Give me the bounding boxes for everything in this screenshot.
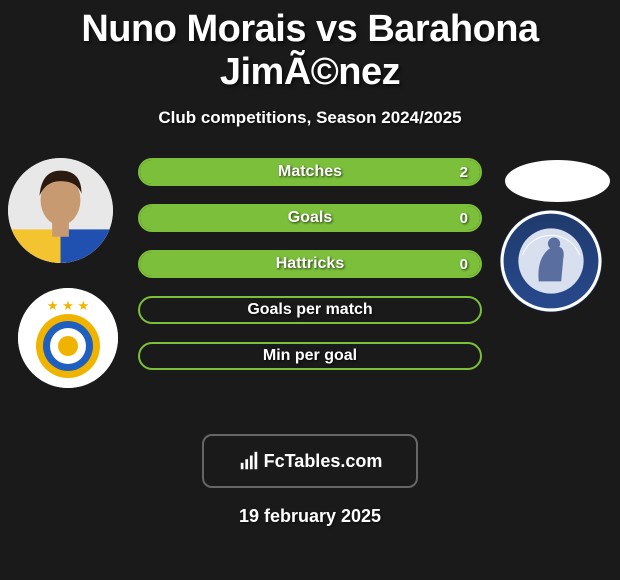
brand-box: FcTables.com <box>202 434 418 488</box>
player-left-portrait <box>8 158 113 263</box>
stat-row: Matches2 <box>138 158 482 186</box>
stat-label: Hattricks <box>140 252 480 276</box>
page-date: 19 february 2025 <box>0 506 620 527</box>
stat-label: Matches <box>140 160 480 184</box>
player-left-club-badge: ★ ★ ★ <box>18 288 118 388</box>
player-right-club-badge <box>500 210 602 312</box>
stat-row: Goals0 <box>138 204 482 232</box>
chart-icon <box>238 450 260 472</box>
apollon-badge-icon <box>500 210 602 312</box>
apoel-badge-icon: ★ ★ ★ <box>18 288 118 388</box>
page-title: Nuno Morais vs Barahona JimÃ©nez <box>0 0 620 94</box>
svg-text:★ ★ ★: ★ ★ ★ <box>47 298 89 313</box>
player-left-avatar <box>8 158 113 263</box>
stat-value-left: 0 <box>460 206 468 230</box>
stat-row: Goals per match <box>138 296 482 324</box>
stat-label: Min per goal <box>140 344 480 368</box>
stat-label: Goals <box>140 206 480 230</box>
player-right-avatar <box>505 160 610 202</box>
subtitle: Club competitions, Season 2024/2025 <box>0 108 620 128</box>
stat-label: Goals per match <box>140 298 480 322</box>
stat-value-left: 2 <box>460 160 468 184</box>
comparison-arena: ★ ★ ★ Matches2Goals0Hattricks0Goals per … <box>0 158 620 418</box>
stat-rows: Matches2Goals0Hattricks0Goals per matchM… <box>138 158 482 370</box>
stat-row: Min per goal <box>138 342 482 370</box>
stat-value-left: 0 <box>460 252 468 276</box>
stat-row: Hattricks0 <box>138 250 482 278</box>
brand-text: FcTables.com <box>264 451 383 472</box>
